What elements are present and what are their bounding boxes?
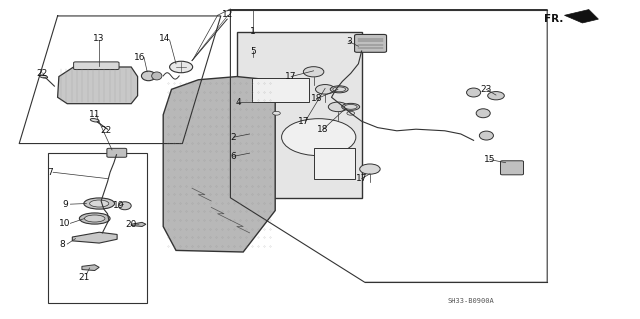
Polygon shape — [163, 77, 275, 252]
Text: 19: 19 — [113, 201, 124, 210]
Polygon shape — [82, 265, 99, 271]
Text: 15: 15 — [484, 155, 495, 164]
Text: 18: 18 — [311, 94, 323, 103]
Bar — [314, 148, 355, 179]
Circle shape — [488, 92, 504, 100]
Text: FR.: FR. — [544, 14, 563, 24]
Circle shape — [273, 111, 280, 115]
Circle shape — [316, 85, 335, 94]
Text: 1: 1 — [250, 27, 255, 36]
Ellipse shape — [479, 131, 493, 140]
Ellipse shape — [84, 215, 105, 222]
Ellipse shape — [344, 104, 357, 109]
Text: 17: 17 — [298, 117, 310, 126]
Circle shape — [347, 111, 355, 115]
Bar — [48, 153, 147, 303]
Text: 2: 2 — [231, 133, 236, 142]
Ellipse shape — [333, 87, 346, 92]
Text: 17: 17 — [285, 72, 297, 81]
Ellipse shape — [141, 71, 156, 81]
Polygon shape — [564, 10, 598, 23]
Ellipse shape — [79, 213, 110, 224]
Text: 6: 6 — [231, 152, 236, 161]
FancyBboxPatch shape — [74, 62, 119, 70]
Polygon shape — [72, 232, 117, 243]
Circle shape — [170, 61, 193, 73]
Ellipse shape — [152, 72, 162, 80]
Text: 17: 17 — [356, 174, 367, 183]
Ellipse shape — [90, 119, 99, 122]
Text: 7: 7 — [47, 168, 52, 177]
Text: 3: 3 — [346, 37, 351, 46]
Ellipse shape — [40, 75, 47, 78]
Text: 14: 14 — [159, 34, 171, 43]
FancyBboxPatch shape — [500, 161, 524, 175]
Text: 20: 20 — [125, 220, 137, 229]
Text: 9: 9 — [63, 200, 68, 209]
Ellipse shape — [118, 202, 131, 210]
Bar — [252, 78, 309, 102]
Text: 21: 21 — [79, 273, 90, 282]
Polygon shape — [131, 222, 146, 226]
Ellipse shape — [84, 198, 115, 209]
Polygon shape — [58, 67, 138, 104]
Circle shape — [282, 119, 356, 156]
Ellipse shape — [330, 86, 348, 93]
Text: 18: 18 — [317, 125, 329, 134]
Circle shape — [360, 164, 380, 174]
Text: 4: 4 — [236, 98, 241, 107]
Text: 23: 23 — [481, 85, 492, 94]
FancyBboxPatch shape — [107, 148, 127, 157]
Text: 22: 22 — [100, 126, 111, 135]
FancyBboxPatch shape — [355, 34, 387, 52]
Text: 5: 5 — [250, 47, 255, 56]
Circle shape — [303, 67, 324, 77]
Ellipse shape — [90, 200, 109, 207]
Text: 10: 10 — [59, 219, 70, 228]
Text: 16: 16 — [134, 53, 145, 62]
Bar — [237, 32, 362, 198]
Circle shape — [328, 102, 348, 112]
Text: 11: 11 — [89, 110, 100, 119]
Ellipse shape — [476, 109, 490, 118]
Ellipse shape — [467, 88, 481, 97]
Text: SH33-B0900A: SH33-B0900A — [447, 299, 494, 304]
Text: 8: 8 — [60, 240, 65, 249]
Ellipse shape — [342, 103, 360, 110]
Text: 22: 22 — [36, 69, 47, 78]
Text: 13: 13 — [93, 34, 105, 43]
Text: 12: 12 — [222, 10, 234, 19]
